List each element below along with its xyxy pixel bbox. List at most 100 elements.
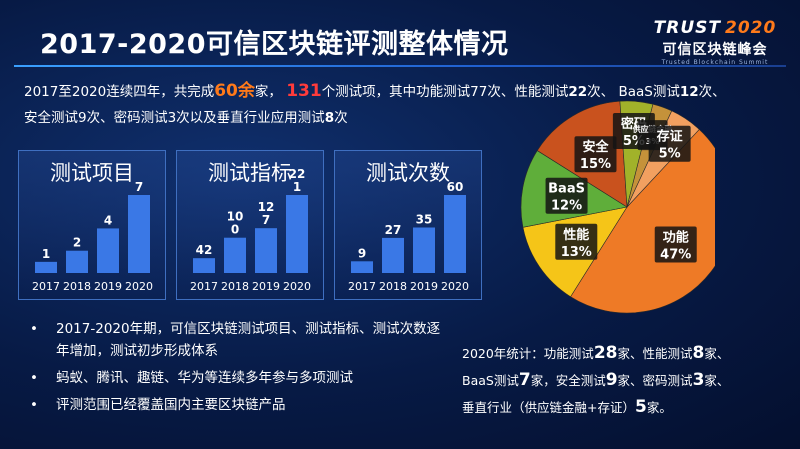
chart-panel-projects: 测试项目 1 2017 2 2018 4 2019 7 2020 (18, 150, 166, 300)
bar-value-label: 60 (447, 180, 464, 194)
stats-part: 垂直行业（供应链金融+存证） (462, 400, 635, 415)
chart-title: 测试次数 (366, 161, 450, 185)
summary-part: 次、 BaaS测试 (587, 84, 680, 100)
pie-slice-name: 存证 (657, 129, 683, 145)
bar-2017 (193, 258, 215, 273)
bar-2017 (35, 261, 57, 273)
bar-value-label: 22 1 (289, 167, 306, 194)
logo-name-cn: 可信区块链峰会 (662, 42, 768, 58)
bar-2018 (224, 237, 246, 273)
summary-part: 家， (254, 84, 282, 100)
bar-chart-tests: 9 2017 27 2018 35 2019 60 2020 (348, 180, 469, 293)
bullet-item: 评测范围已经覆盖国内主要区块链产品 (30, 394, 450, 416)
stats-func-count: 28 (593, 343, 618, 363)
pie-slice-name: 性能 (563, 227, 589, 243)
bar-2020 (444, 195, 466, 273)
pie-label-box (574, 136, 617, 173)
perf-count: 22 (568, 84, 588, 100)
stats-2020: 2020年统计：功能测试28家、性能测试8家、 BaaS测试7家，安全测试9家、… (462, 340, 792, 421)
items-count: 131 (286, 81, 322, 101)
pie-label-box (555, 223, 598, 260)
title-divider (14, 65, 786, 67)
vertical-count: 8 (324, 110, 335, 126)
summary-part: 个测试项，其中功能测试77次、性能测试 (321, 84, 569, 100)
bar-value-label: 7 (135, 180, 143, 194)
x-tick-label: 2019 (94, 280, 122, 293)
bar-2020 (128, 195, 150, 273)
x-tick-label: 2019 (252, 280, 280, 293)
bar-2018 (66, 250, 88, 273)
bullet-item: 2017-2020年期，可信区块链测试项目、测试指标、测试次数逐年增加，测试初步… (30, 318, 450, 362)
summit-logo: TRUST 2020 可信区块链峰会 Trusted Blockchain Sum… (650, 18, 780, 66)
chart-panel-tests: 测试次数 9 2017 27 2018 35 2019 60 2020 (334, 150, 482, 300)
stats-part: 家，安全测试 (530, 373, 606, 388)
pie-slice-功能 (570, 129, 715, 314)
pie-slice-value: 47% (660, 247, 691, 262)
stats-part: 家、 (704, 346, 730, 361)
pie-slice-name: 功能 (663, 229, 689, 245)
pie-slice-name: BaaS (548, 182, 585, 197)
bar-chart-metrics: 42 2017 10 0 2018 12 7 2019 22 1 2020 (190, 167, 311, 293)
bar-value-label: 35 (416, 213, 433, 227)
stats-part: 2020年统计：功能测试 (462, 346, 594, 361)
x-tick-label: 2018 (379, 280, 407, 293)
chart-title: 测试指标 (208, 161, 292, 185)
stats-security-count: 9 (605, 370, 618, 390)
pie-label-box (648, 125, 691, 162)
baas-count: 12 (679, 84, 699, 100)
chart-panel-metrics: 测试指标 42 2017 10 0 2018 12 7 2019 22 1 2020 (176, 150, 324, 300)
bar-value-label: 4 (104, 213, 112, 227)
pie-slice-value: 13% (561, 245, 592, 260)
x-tick-label: 2018 (63, 280, 91, 293)
x-tick-label: 2018 (221, 280, 249, 293)
bar-2018 (382, 237, 404, 273)
stats-part: 家、 (704, 373, 730, 388)
x-tick-label: 2020 (125, 280, 153, 293)
stats-baas-count: 7 (518, 370, 531, 390)
summary-text: 2017至2020连续四年，共完成60余家， 131个测试项，其中功能测试77次… (24, 78, 784, 131)
bar-2019 (413, 227, 435, 273)
bar-value-label: 27 (385, 223, 402, 237)
pie-label-box (545, 177, 588, 214)
pie-label-box (654, 226, 697, 263)
pie-slice-value: 5% (659, 147, 681, 162)
stats-perf-count: 8 (692, 343, 705, 363)
pie-slice-value: 12% (551, 199, 582, 214)
companies-count: 60余 (214, 81, 255, 101)
logo-year: 2020 (725, 18, 777, 38)
x-tick-label: 2019 (410, 280, 438, 293)
bar-value-label: 1 (42, 247, 50, 261)
bar-2017 (351, 261, 373, 273)
page-title: 2017-2020可信区块链评测整体情况 (40, 29, 509, 60)
pie-slice-name: 安全 (582, 139, 609, 155)
pie-slice-value: 15% (580, 157, 611, 172)
bar-chart-projects: 1 2017 2 2018 4 2019 7 2020 (32, 180, 153, 293)
bar-value-label: 12 7 (258, 200, 275, 227)
stats-line: 垂直行业（供应链金融+存证）5家。 (462, 394, 792, 421)
bar-2019 (97, 228, 119, 273)
bar-2020 (286, 195, 308, 273)
bar-value-label: 42 (196, 243, 213, 257)
stats-part: BaaS测试 (462, 373, 519, 388)
stats-part: 家、密码测试 (617, 373, 693, 388)
x-tick-label: 2020 (441, 280, 469, 293)
bullet-item: 蚂蚁、腾讯、趣链、华为等连续多年参与多项测试 (30, 367, 450, 389)
x-tick-label: 2017 (190, 280, 218, 293)
summary-part: 次、 (698, 84, 726, 100)
summary-part: 2017至2020连续四年，共完成 (24, 84, 215, 100)
bar-value-label: 2 (73, 236, 81, 250)
chart-title: 测试项目 (50, 161, 134, 185)
stats-part: 家。 (646, 400, 672, 415)
summary-part: 次 (334, 110, 348, 126)
logo-name-en: Trusted Blockchain Summit (661, 59, 769, 66)
bar-2019 (255, 228, 277, 273)
logo-brand: TRUST (653, 18, 721, 38)
x-tick-label: 2017 (348, 280, 376, 293)
summary-part: 安全测试9次、密码测试3次以及垂直行业应用测试 (24, 110, 325, 126)
bar-value-label: 10 0 (227, 210, 244, 237)
stats-part: 家、性能测试 (617, 346, 693, 361)
x-tick-label: 2017 (32, 280, 60, 293)
x-tick-label: 2020 (283, 280, 311, 293)
stats-line: 2020年统计：功能测试28家、性能测试8家、 (462, 340, 792, 367)
